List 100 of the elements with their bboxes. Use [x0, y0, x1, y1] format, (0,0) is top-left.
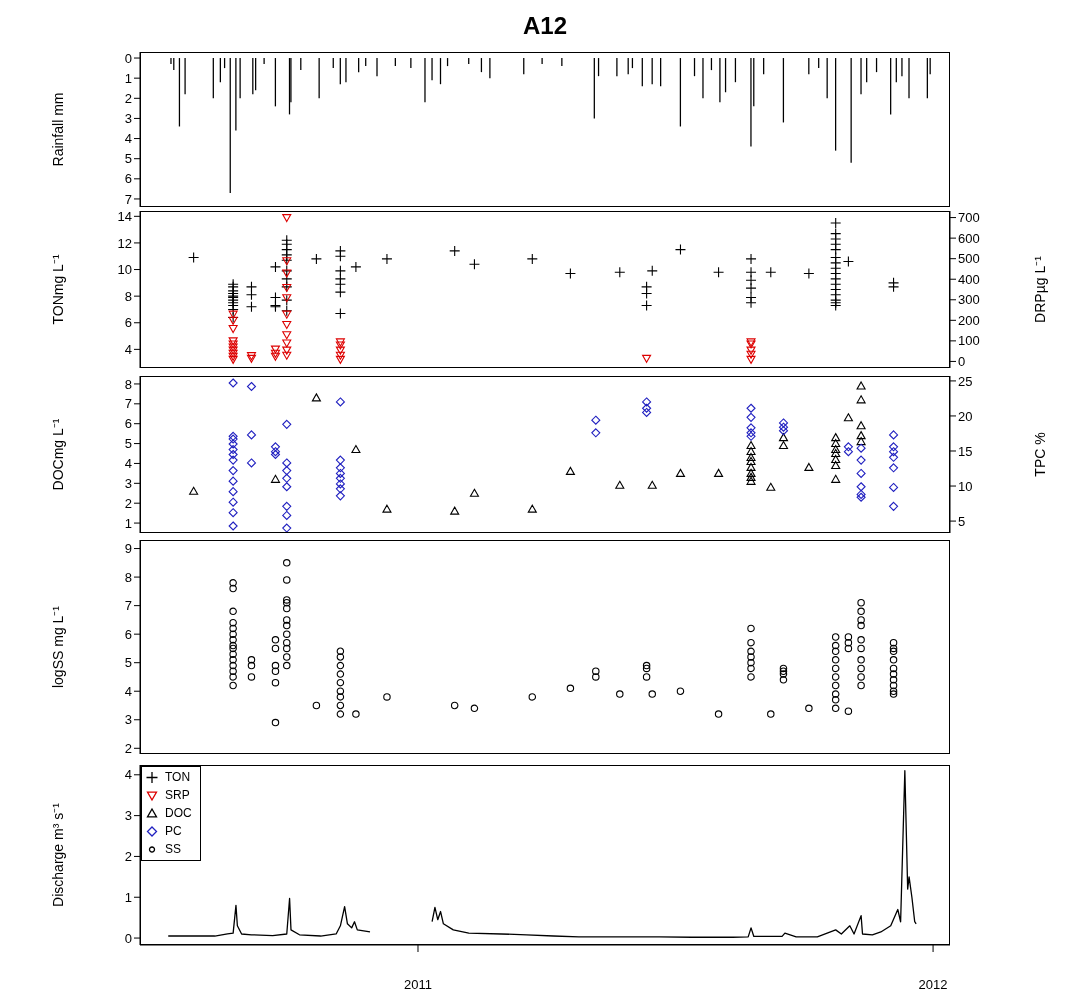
point: [746, 462, 756, 471]
point: [675, 468, 686, 477]
y2-axis-title: DRPµg L⁻¹: [1031, 255, 1048, 323]
y-tick-label: 8: [124, 376, 132, 392]
point: [746, 350, 756, 359]
y-tick-label: 7: [124, 598, 132, 614]
point: [778, 441, 789, 450]
y2-tick-label: 500: [958, 251, 980, 267]
y2-tick-label: 5: [958, 513, 966, 529]
point: [228, 349, 238, 358]
y-tick-label: 6: [124, 626, 132, 642]
y2-tick-label: 25: [958, 373, 973, 389]
point: [450, 506, 460, 515]
point: [831, 454, 841, 464]
point: [565, 466, 575, 475]
y-tick-label: 3: [124, 111, 132, 127]
y-tick-label: 5: [124, 151, 132, 167]
point: [647, 480, 657, 489]
point: [282, 214, 292, 223]
point: [228, 310, 238, 319]
point: [228, 340, 238, 349]
y-tick-label: 6: [124, 416, 132, 432]
point: [382, 504, 392, 513]
y-axis-title: logSS mg L⁻¹: [49, 605, 66, 689]
point: [228, 346, 238, 355]
point: [189, 486, 199, 495]
point: [335, 351, 345, 360]
point: [282, 351, 292, 360]
point: [228, 352, 238, 361]
point: [615, 480, 625, 489]
y2-tick-label: 200: [958, 312, 980, 328]
y-tick-label: 3: [124, 808, 132, 824]
point: [843, 413, 853, 422]
y-tick-label: 4: [124, 131, 132, 147]
point: [335, 346, 345, 355]
y-axis-title: Discharge m³ s⁻¹: [49, 802, 66, 907]
y-tick-label: 4: [124, 341, 132, 357]
point: [831, 433, 841, 442]
legend-label: SRP: [165, 788, 190, 802]
point: [335, 355, 345, 364]
point: [228, 316, 238, 325]
point: [746, 468, 756, 477]
point: [831, 444, 841, 454]
point: [766, 482, 776, 491]
legend-label: TON: [165, 770, 191, 784]
point: [642, 354, 652, 363]
y-tick-label: 1: [124, 889, 132, 905]
y-tick-label: 3: [124, 712, 132, 728]
point: [282, 331, 292, 340]
y-tick-label: 14: [117, 208, 132, 224]
y-tick-label: 2: [124, 849, 132, 865]
point: [228, 343, 238, 352]
y-tick-label: 3: [124, 475, 132, 491]
point: [282, 320, 292, 329]
point: [746, 355, 756, 364]
point: [282, 269, 292, 278]
y-tick-label: 1: [124, 70, 132, 86]
point: [831, 439, 841, 448]
point: [270, 345, 281, 354]
point: [831, 460, 841, 469]
y-tick-label: 0: [124, 50, 132, 66]
point: [831, 448, 841, 458]
point: [469, 488, 479, 497]
y-tick-label: 6: [124, 171, 132, 187]
y-tick-label: 4: [124, 456, 132, 472]
y2-tick-label: 10: [958, 478, 973, 494]
point: [351, 444, 361, 454]
point: [856, 395, 866, 404]
point: [746, 456, 756, 466]
legend-label: PC: [165, 824, 182, 838]
point: [270, 349, 281, 358]
legend-label: SS: [165, 842, 182, 856]
x-tick-label: 2011: [404, 977, 432, 993]
point: [270, 352, 281, 361]
point: [335, 341, 345, 350]
y-tick-label: 7: [124, 191, 132, 207]
point: [714, 468, 724, 477]
y-tick-label: 6: [124, 315, 132, 331]
y-tick-label: 12: [117, 235, 132, 251]
y-tick-label: 10: [117, 262, 132, 278]
chart-title: A12: [522, 12, 568, 40]
point: [746, 441, 756, 450]
point: [831, 474, 841, 483]
y2-tick-label: 400: [958, 271, 980, 287]
y-axis-title: DOCmg L⁻¹: [49, 418, 66, 491]
y2-tick-label: 15: [958, 443, 973, 459]
point: [282, 339, 292, 348]
point: [282, 310, 292, 319]
x-tick-label: 2012: [918, 977, 948, 993]
y-tick-label: 2: [124, 495, 132, 511]
y-tick-label: 0: [124, 930, 132, 946]
y2-tick-label: 20: [958, 408, 973, 424]
point: [311, 393, 321, 402]
y-tick-label: 7: [124, 396, 132, 412]
point: [856, 437, 866, 446]
point: [778, 433, 789, 442]
y-tick-label: 5: [124, 655, 132, 671]
y-tick-label: 4: [124, 683, 132, 699]
point: [746, 452, 756, 462]
point: [282, 346, 292, 355]
